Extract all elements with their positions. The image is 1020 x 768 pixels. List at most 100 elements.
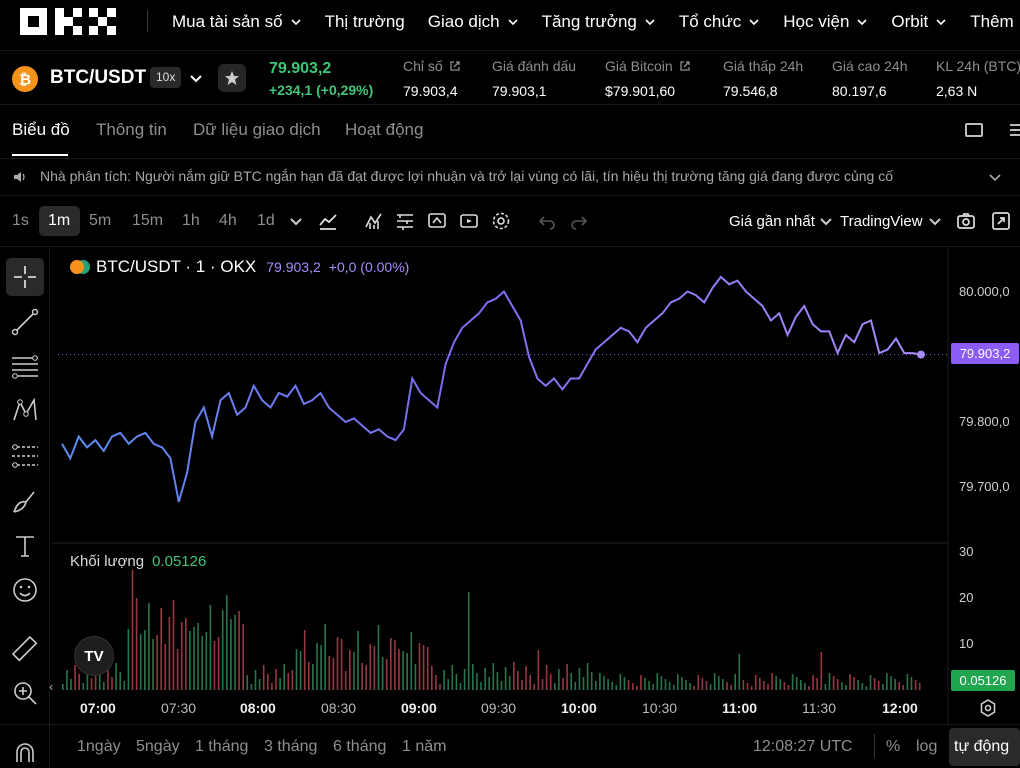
timeframe-1d[interactable]: 1d bbox=[257, 212, 275, 229]
nav-item-0[interactable]: Mua tài sản số bbox=[172, 12, 302, 32]
timeframe-1s[interactable]: 1s bbox=[12, 212, 29, 229]
range-6month[interactable]: 6 tháng bbox=[333, 738, 387, 755]
volume-bar bbox=[467, 592, 470, 690]
indicators-icon[interactable] bbox=[364, 211, 384, 231]
pattern-icon[interactable] bbox=[10, 396, 40, 426]
ticker-stat[interactable]: Giá Bitcoin $79.901,60 bbox=[605, 58, 691, 99]
collapse-toolbar-icon[interactable]: ‹ bbox=[49, 679, 54, 694]
volume-bar bbox=[787, 685, 790, 690]
magnet-icon[interactable] bbox=[10, 738, 40, 768]
volume-bar bbox=[283, 664, 285, 690]
external-link-icon[interactable] bbox=[679, 60, 691, 72]
nav-menu: Mua tài sản số Thị trường Giao dịch Tăng tr… bbox=[172, 0, 1020, 44]
projection-icon[interactable] bbox=[10, 441, 40, 471]
chevron-down-icon[interactable] bbox=[925, 211, 945, 231]
chevron-down-icon[interactable] bbox=[988, 170, 1002, 184]
gear-icon[interactable] bbox=[978, 698, 998, 718]
timeframe-4h[interactable]: 4h bbox=[219, 212, 237, 229]
volume-bar bbox=[115, 663, 117, 690]
tab-trading-data[interactable]: Dữ liệu giao dịch bbox=[193, 120, 321, 139]
line-chart-type-icon[interactable] bbox=[318, 211, 338, 231]
trend-line-icon[interactable] bbox=[10, 307, 40, 337]
tradingview-logo[interactable]: TV bbox=[74, 636, 114, 676]
ruler-icon[interactable] bbox=[10, 634, 40, 664]
volume-bar bbox=[652, 684, 654, 690]
auto-scale-toggle[interactable]: tự động bbox=[954, 738, 1010, 755]
undo-icon[interactable] bbox=[537, 211, 557, 231]
timeframe-5m[interactable]: 5m bbox=[89, 212, 112, 229]
chevron-down-icon[interactable] bbox=[286, 211, 306, 231]
nav-item-3[interactable]: Tăng trưởng bbox=[542, 12, 656, 32]
speaker-icon bbox=[14, 172, 25, 182]
emoji-icon[interactable] bbox=[10, 575, 40, 605]
volume-bar bbox=[759, 678, 761, 690]
volume-bar bbox=[180, 622, 183, 690]
price-source-select[interactable]: Giá gần nhất bbox=[729, 213, 815, 230]
menu-icon[interactable] bbox=[1010, 123, 1020, 137]
volume-bar bbox=[517, 671, 519, 690]
bottom-bar bbox=[0, 724, 1020, 768]
timeframe-1m[interactable]: 1m bbox=[48, 212, 71, 229]
volume-bar bbox=[611, 682, 613, 690]
nav-item-7[interactable]: Thêm bbox=[970, 12, 1013, 32]
external-link-icon[interactable] bbox=[449, 60, 461, 72]
range-3month[interactable]: 3 tháng bbox=[264, 738, 318, 755]
volume-bar bbox=[746, 683, 749, 690]
redo-icon[interactable] bbox=[569, 211, 589, 231]
nav-item-label: Thị trường bbox=[324, 12, 405, 31]
volume-bar bbox=[644, 678, 646, 690]
nav-item-4[interactable]: Tổ chức bbox=[679, 12, 760, 32]
zoom-in-icon[interactable] bbox=[10, 678, 40, 708]
volume-bar bbox=[718, 676, 720, 690]
tab-chart[interactable]: Biểu đồ bbox=[12, 120, 70, 139]
text-icon[interactable] bbox=[10, 531, 40, 561]
brush-icon[interactable] bbox=[10, 486, 40, 516]
nav-item-1[interactable]: Thị trường bbox=[325, 12, 405, 32]
volume-bar bbox=[886, 673, 888, 690]
chart-engine-select[interactable]: TradingView bbox=[840, 213, 923, 230]
fib-lines-icon[interactable] bbox=[10, 352, 40, 382]
volume-bar bbox=[78, 674, 80, 690]
y-axis-label: 79.800,0 bbox=[959, 414, 1010, 429]
gear-icon[interactable] bbox=[491, 211, 511, 231]
volume-axis-label: 30 bbox=[959, 544, 974, 559]
layout-icon[interactable] bbox=[965, 123, 983, 137]
tab-activity[interactable]: Hoạt động bbox=[345, 120, 424, 139]
chevron-down-icon[interactable] bbox=[816, 211, 836, 231]
okx-logo[interactable] bbox=[20, 8, 116, 35]
ticker-stat[interactable]: Chỉ số 79.903,4 bbox=[403, 58, 461, 99]
volume-bar bbox=[279, 678, 281, 690]
volume-bar bbox=[500, 681, 503, 690]
range-1year[interactable]: 1 năm bbox=[402, 738, 447, 755]
volume-bar bbox=[697, 675, 700, 690]
favorite-button[interactable] bbox=[218, 64, 246, 92]
range-1month[interactable]: 1 tháng bbox=[195, 738, 249, 755]
timeframe-1h[interactable]: 1h bbox=[182, 212, 200, 229]
tab-info[interactable]: Thông tin bbox=[96, 120, 167, 139]
templates-icon[interactable] bbox=[395, 211, 415, 231]
volume-bar bbox=[398, 649, 400, 690]
fullscreen-icon[interactable] bbox=[991, 211, 1011, 231]
volume-bar bbox=[828, 673, 831, 690]
percent-scale-toggle[interactable]: % bbox=[886, 738, 901, 755]
volume-bar bbox=[595, 681, 597, 690]
nav-item-5[interactable]: Học viện bbox=[783, 12, 868, 32]
volume-bar bbox=[861, 683, 864, 690]
chevron-down-icon[interactable] bbox=[188, 70, 204, 86]
timeframe-15m[interactable]: 15m bbox=[132, 212, 164, 229]
log-scale-toggle[interactable]: log bbox=[916, 738, 938, 755]
utc-clock[interactable]: 12:08:27 UTC bbox=[753, 738, 853, 755]
volume-bar bbox=[332, 658, 335, 690]
range-5day[interactable]: 5ngày bbox=[136, 738, 180, 755]
range-1day[interactable]: 1ngày bbox=[77, 738, 121, 755]
replay-icon[interactable] bbox=[459, 211, 479, 231]
pair-symbol[interactable]: BTC/USDT bbox=[50, 67, 147, 88]
analyst-banner[interactable] bbox=[0, 158, 1020, 196]
crosshair-icon[interactable] bbox=[10, 262, 40, 292]
camera-icon[interactable] bbox=[956, 211, 976, 231]
volume-bar bbox=[681, 677, 683, 690]
nav-item-2[interactable]: Giao dịch bbox=[428, 12, 519, 32]
volume-bar bbox=[820, 652, 823, 690]
nav-item-6[interactable]: Orbit bbox=[891, 12, 947, 32]
alert-icon[interactable] bbox=[427, 211, 447, 231]
